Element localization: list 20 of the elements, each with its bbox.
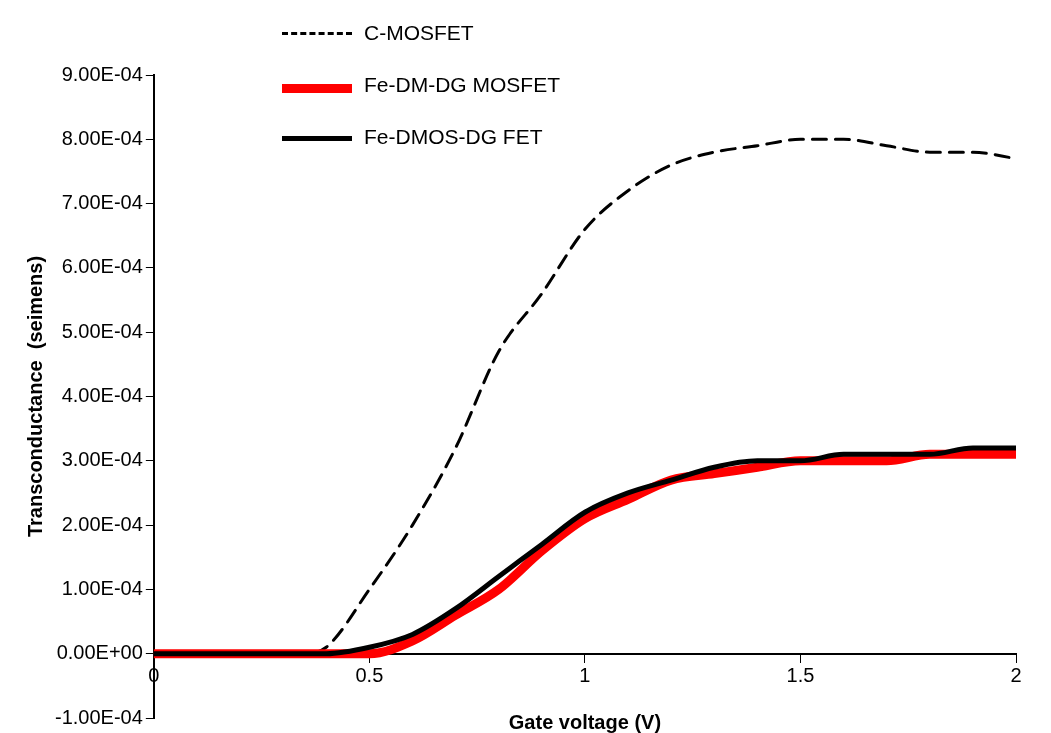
y-tick-label: 4.00E-04 [61, 384, 143, 407]
x-axis-title: Gate voltage (V) [508, 711, 662, 733]
x-tick-label: 0.5 [355, 664, 384, 687]
y-axis-title: Transconductance (seimens) [23, 255, 46, 538]
y-tick-label: 7.00E-04 [61, 191, 143, 214]
legend-label: Fe-DMOS-DG FET [364, 124, 544, 150]
y-tick-label: 1.00E-04 [61, 576, 143, 599]
x-tick-label: 1.5 [786, 664, 815, 687]
y-tick-label: 0.00E+00 [56, 641, 143, 664]
y-tick-label: 5.00E-04 [61, 319, 143, 342]
y-tick-label: 9.00E-04 [61, 62, 143, 85]
x-tick-label: 1 [579, 664, 591, 687]
y-tick-label: 8.00E-04 [61, 126, 143, 149]
y-tick-label: 3.00E-04 [61, 448, 143, 471]
y-tick-label: 2.00E-04 [61, 512, 143, 535]
y-tick-label: -1.00E-04 [54, 705, 143, 728]
legend-label: Fe-DM-DG MOSFET [364, 72, 561, 98]
y-tick-label: 6.00E-04 [61, 255, 143, 278]
legend-label: C-MOSFET [364, 20, 475, 46]
x-tick-label: 2 [1010, 664, 1022, 687]
